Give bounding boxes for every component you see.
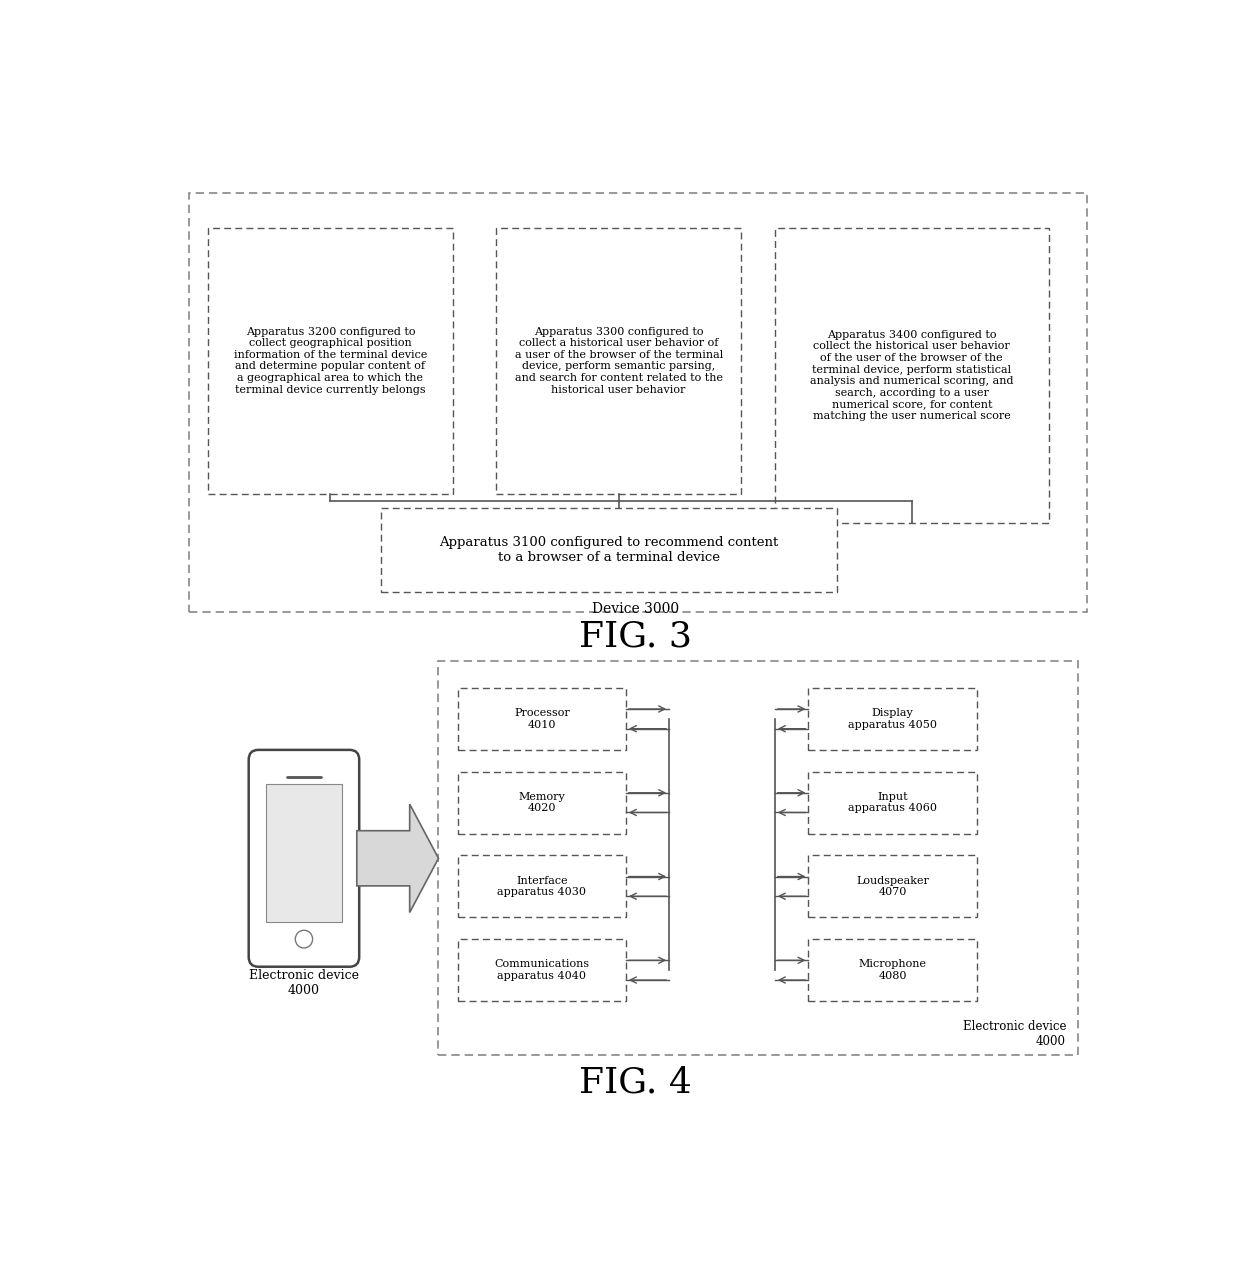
Bar <box>267 785 342 923</box>
Bar <box>188 193 1087 612</box>
Bar <box>808 855 977 918</box>
Text: Apparatus 3100 configured to recommend content
to a browser of a terminal device: Apparatus 3100 configured to recommend c… <box>439 536 779 564</box>
FancyArrow shape <box>357 804 439 913</box>
Bar <box>458 687 626 750</box>
Bar <box>808 687 977 750</box>
Text: Communications
apparatus 4040: Communications apparatus 4040 <box>495 960 589 980</box>
Bar <box>808 772 977 833</box>
Bar <box>381 508 837 593</box>
Bar <box>775 228 1049 524</box>
Text: Interface
apparatus 4030: Interface apparatus 4030 <box>497 876 587 897</box>
Text: Apparatus 3300 configured to
collect a historical user behavior of
a user of the: Apparatus 3300 configured to collect a h… <box>515 326 723 394</box>
Text: Loudspeaker
4070: Loudspeaker 4070 <box>856 876 929 897</box>
Text: FIG. 4: FIG. 4 <box>579 1065 692 1100</box>
Bar <box>808 940 977 1001</box>
FancyBboxPatch shape <box>249 750 360 966</box>
Text: Processor
4010: Processor 4010 <box>513 708 569 730</box>
Text: Display
apparatus 4050: Display apparatus 4050 <box>848 708 937 730</box>
Text: Electronic device
4000: Electronic device 4000 <box>249 969 358 997</box>
Text: FIG. 3: FIG. 3 <box>579 620 692 654</box>
Text: Device 3000: Device 3000 <box>591 602 680 616</box>
Text: Apparatus 3400 configured to
collect the historical user behavior
of the user of: Apparatus 3400 configured to collect the… <box>810 330 1013 421</box>
Bar <box>208 228 453 494</box>
Bar <box>496 228 742 494</box>
Text: Memory
4020: Memory 4020 <box>518 792 565 813</box>
Text: Electronic device
4000: Electronic device 4000 <box>962 1020 1066 1047</box>
Bar <box>458 940 626 1001</box>
Text: Microphone
4080: Microphone 4080 <box>858 960 926 980</box>
Bar <box>439 662 1078 1056</box>
Bar <box>458 772 626 833</box>
Text: Input
apparatus 4060: Input apparatus 4060 <box>848 792 937 813</box>
Bar <box>458 855 626 918</box>
Text: Apparatus 3200 configured to
collect geographical position
information of the te: Apparatus 3200 configured to collect geo… <box>233 326 427 394</box>
